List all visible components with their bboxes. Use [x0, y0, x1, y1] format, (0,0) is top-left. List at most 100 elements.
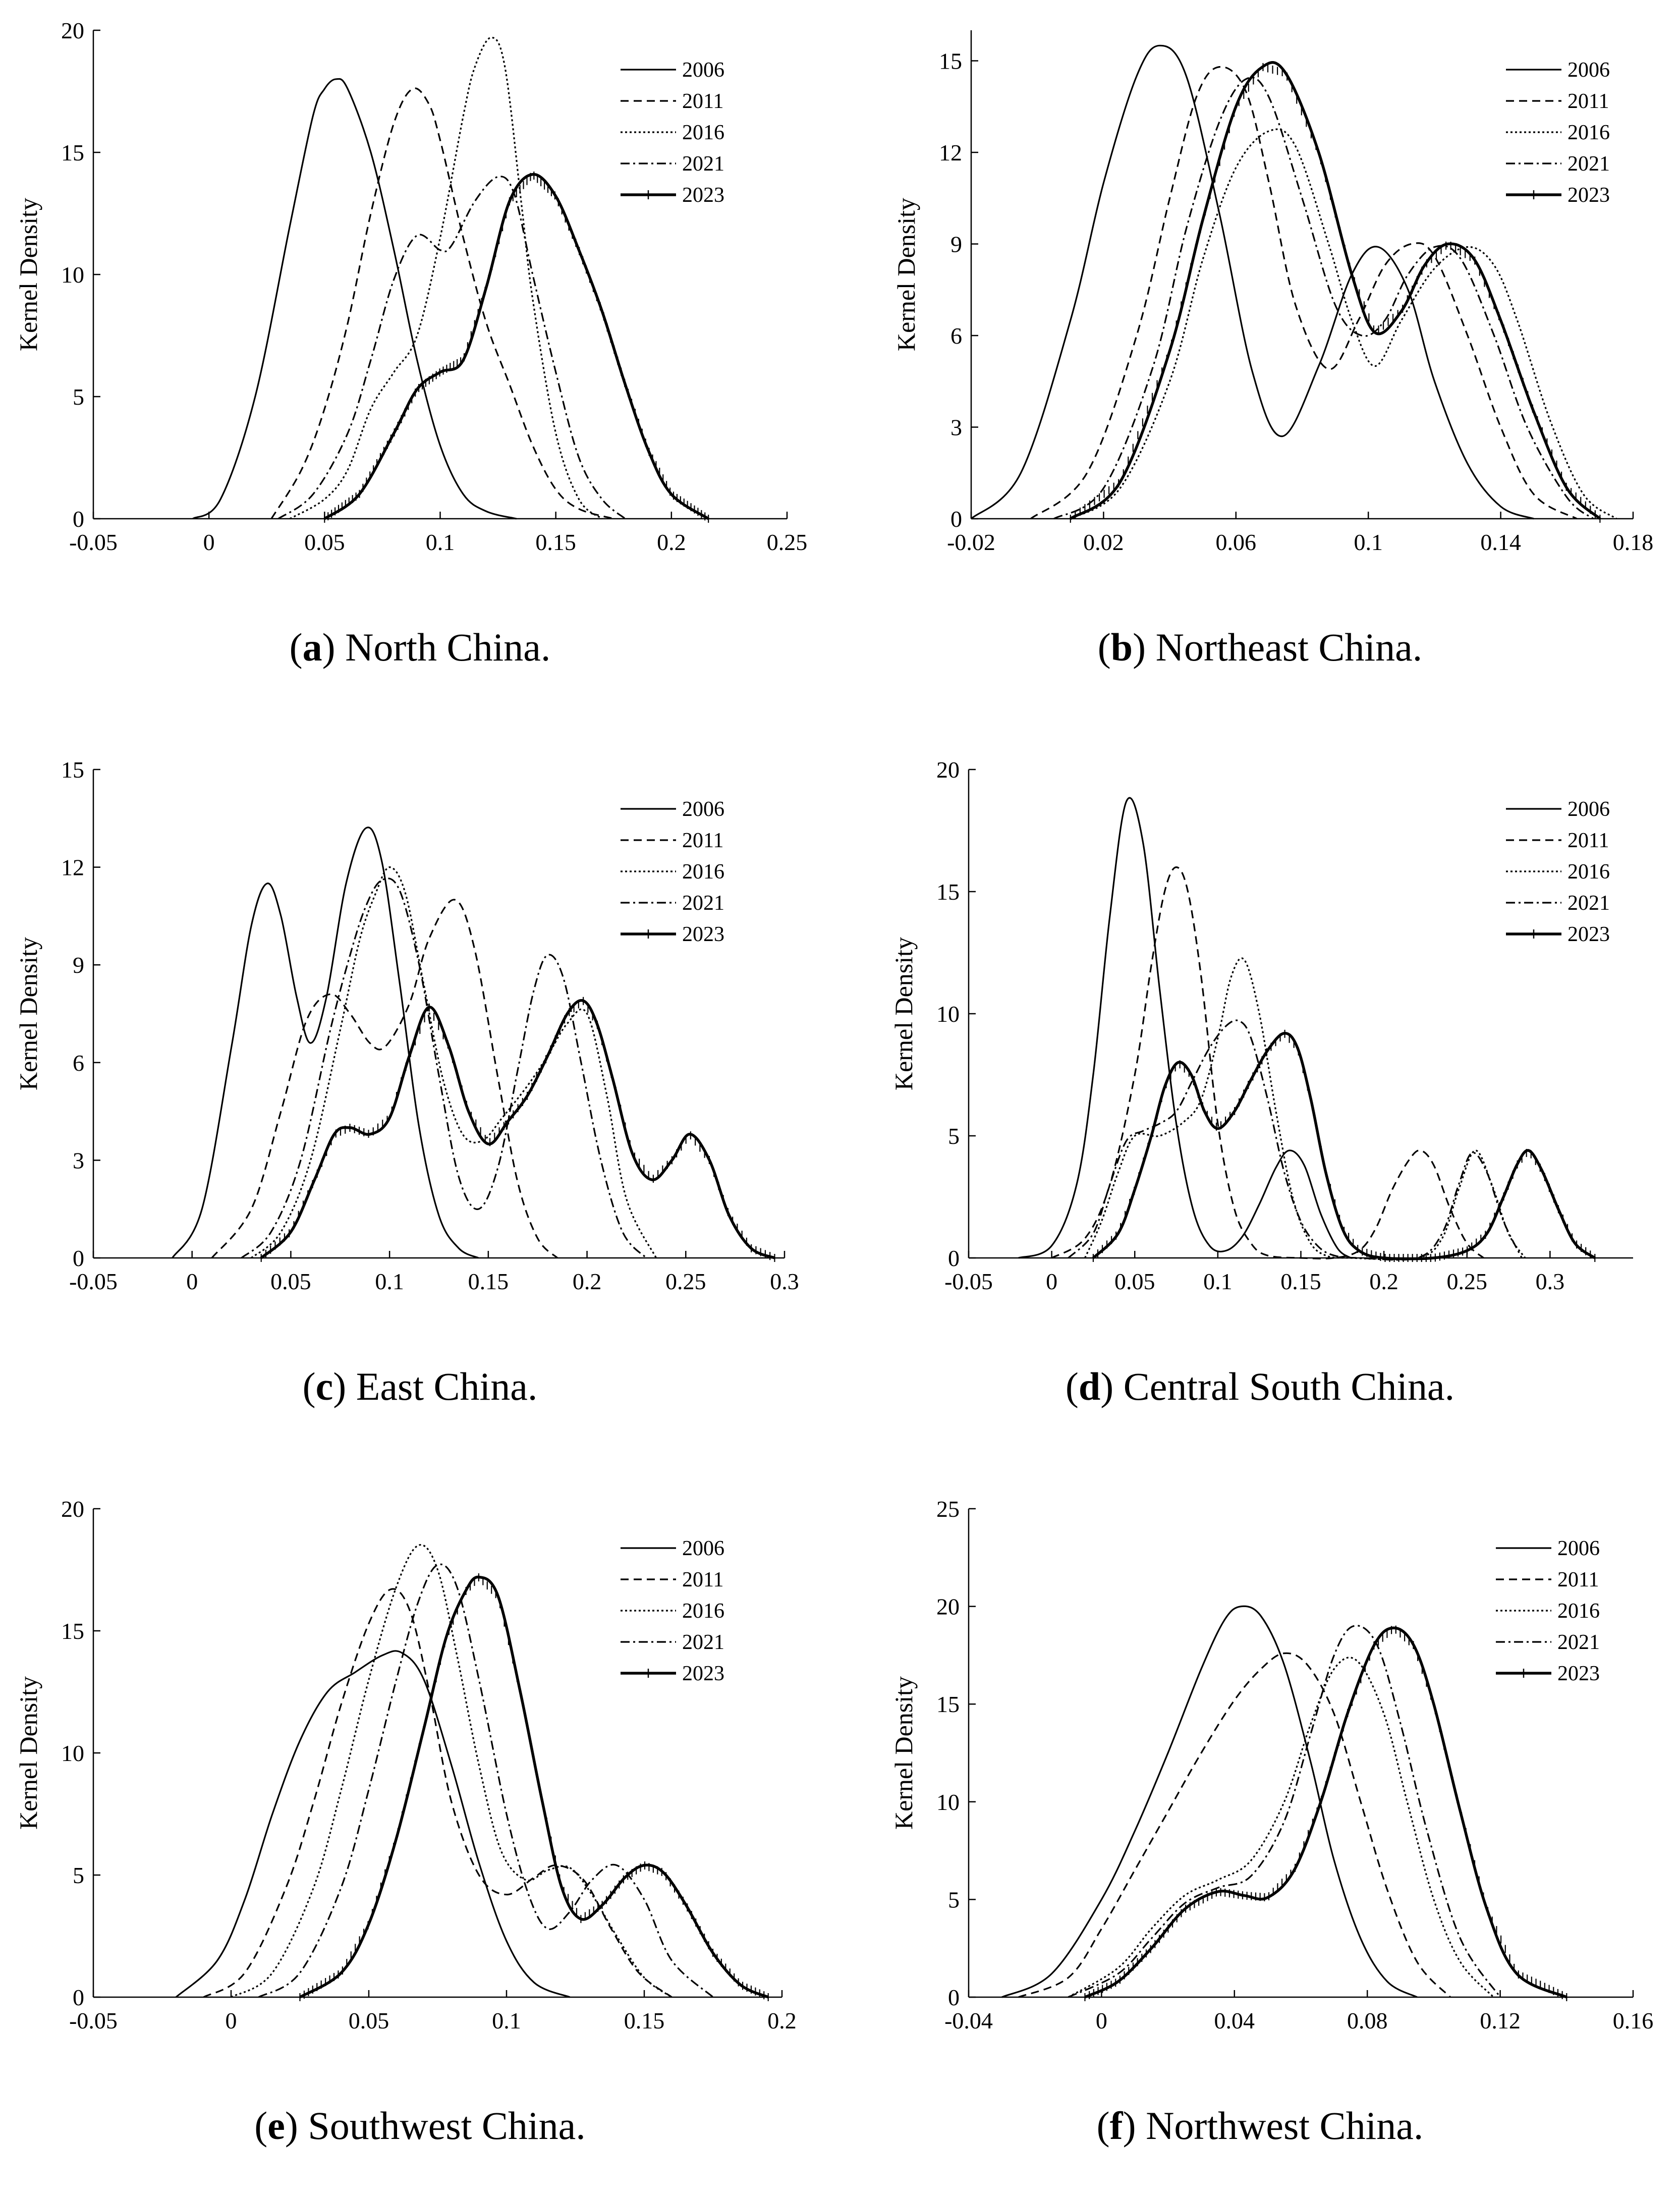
x-tick-label: -0.05: [69, 2008, 118, 2033]
x-tick-label: 0: [186, 1269, 198, 1294]
series-line-2011: [1051, 866, 1484, 1259]
x-tick-label: 0: [1096, 2008, 1107, 2033]
y-tick-label: 25: [936, 1496, 960, 1522]
x-tick-label: 0.15: [624, 2008, 665, 2033]
legend-label-2011: 2011: [682, 1568, 723, 1591]
x-tick-label: 0: [1046, 1269, 1057, 1294]
y-tick-label: 9: [950, 232, 962, 257]
series-line-2016: [289, 36, 603, 520]
y-tick-label: 0: [950, 506, 962, 532]
legend-label-2021: 2021: [682, 1631, 724, 1654]
x-tick-label: 0.18: [1613, 529, 1654, 555]
y-tick-label: 0: [73, 1985, 84, 2010]
legend-label-2023: 2023: [1557, 1662, 1600, 1685]
caption-b: (b) Northeast China.: [1097, 625, 1423, 669]
x-tick-label: -0.05: [69, 529, 118, 555]
x-tick-label: 0.3: [770, 1269, 799, 1294]
legend-label-2023: 2023: [682, 923, 724, 946]
x-tick-label: 0.15: [468, 1269, 509, 1294]
caption-c: (c) East China.: [302, 1364, 538, 1408]
y-tick-label: 15: [939, 48, 962, 74]
legend-label-2016: 2016: [682, 1600, 724, 1623]
x-tick-label: 0.08: [1347, 2008, 1388, 2033]
legend-label-2021: 2021: [682, 152, 724, 176]
kernel-density-chart-d: -0.05 0 0.05 0.1 0.15 0.2 0.25 0.305101520Kerne…: [889, 757, 1633, 1294]
x-tick-label: 0.12: [1480, 2008, 1521, 2033]
x-tick-label: 0.2: [657, 529, 686, 555]
x-tick-label: 0.06: [1216, 529, 1257, 555]
x-tick-label: 0.3: [1536, 1269, 1565, 1294]
x-tick-label: -0.05: [944, 1269, 993, 1294]
x-tick-label: 0.1: [492, 2008, 521, 2033]
legend-label-2016: 2016: [1567, 121, 1610, 144]
legend-label-2006: 2006: [682, 798, 724, 821]
series-line-2016: [251, 866, 657, 1259]
y-tick-label: 5: [948, 1887, 960, 1912]
y-tick-label: 12: [939, 140, 962, 166]
y-tick-label: 20: [936, 757, 960, 783]
x-tick-label: 0.2: [767, 2008, 797, 2033]
caption-e: (e) Southwest China.: [254, 2104, 586, 2148]
x-tick-label: 0.25: [1447, 1269, 1488, 1294]
y-tick-label: 15: [61, 757, 84, 783]
kernel-density-chart-b: -0.02 0.02 0.06 0.1 0.14 0.18 0 3 6 9 12 15 Kernel D…: [892, 30, 1654, 555]
y-tick-label: 15: [61, 140, 84, 166]
series-line-2021: [258, 1563, 714, 1998]
y-tick-label: 6: [950, 323, 962, 349]
series-line-2021: [1068, 1019, 1523, 1261]
series-line-2021: [277, 176, 626, 520]
series-line-2023: [1084, 1626, 1567, 1999]
y-axis-label: Kernel Density: [892, 198, 920, 351]
y-tick-label: 10: [61, 1740, 84, 1766]
y-axis-label: Kernel Density: [14, 1676, 42, 1830]
y-tick-label: 12: [61, 855, 84, 881]
y-tick-label: 20: [61, 18, 84, 43]
y-tick-label: 5: [948, 1123, 960, 1149]
y-tick-label: 10: [936, 1789, 960, 1815]
series-line-2011: [270, 87, 614, 520]
series-line-2021: [1068, 1625, 1501, 1998]
x-tick-label: -0.02: [947, 529, 995, 555]
y-tick-label: 15: [61, 1618, 84, 1644]
y-tick-label: 5: [73, 384, 84, 410]
x-tick-label: 0.05: [349, 2008, 389, 2033]
legend-label-2006: 2006: [1557, 1537, 1600, 1560]
y-tick-label: 15: [936, 1691, 960, 1717]
y-axis-label: Kernel Density: [889, 1676, 918, 1830]
legend-label-2021: 2021: [1557, 1631, 1600, 1654]
y-tick-label: 0: [948, 1985, 960, 2010]
legend-label-2006: 2006: [1567, 59, 1610, 82]
panel-b: -0.02 0.02 0.06 0.1 0.14 0.18 0 3 6 9 12 15 Kernel D…: [840, 0, 1680, 722]
legend-label-2023: 2023: [1567, 923, 1610, 946]
legend-label-2021: 2021: [1567, 152, 1610, 176]
legend-label-2016: 2016: [1567, 860, 1610, 884]
y-tick-label: 0: [73, 506, 84, 532]
series-line-2006: [1018, 797, 1352, 1259]
y-tick-label: 3: [950, 415, 962, 441]
panel-e: -0.05 0 0.05 0.1 0.15 0.2 0 5 10 15 20 Kernel Densi…: [0, 1478, 840, 2200]
legend-label-2011: 2011: [1557, 1568, 1599, 1591]
x-tick-label: 0.15: [535, 529, 576, 555]
panel-c: -0.05 0 0.05 0.1 0.15 0.2 0.25 0.3 0 3 6 9 12 15 Kerne…: [0, 739, 840, 1461]
legend-label-2023: 2023: [682, 1662, 724, 1685]
x-tick-label: 0.1: [375, 1269, 404, 1294]
y-axis-label: Kernel Density: [14, 937, 42, 1090]
series-line-2006: [175, 1650, 571, 1998]
legend-label-2011: 2011: [1567, 829, 1609, 852]
y-tick-label: 10: [936, 1001, 960, 1027]
x-tick-label: 0: [203, 529, 215, 555]
y-tick-label: 3: [73, 1147, 84, 1173]
legend-label-2021: 2021: [1567, 892, 1610, 915]
x-tick-label: 0.2: [1369, 1269, 1398, 1294]
y-axis-label: Kernel Density: [14, 198, 42, 351]
x-tick-label: 0.04: [1214, 2008, 1255, 2033]
legend-label-2011: 2011: [1567, 90, 1609, 113]
x-tick-label: 0.2: [573, 1269, 602, 1294]
y-tick-label: 0: [948, 1245, 960, 1271]
x-tick-label: 0.02: [1083, 529, 1124, 555]
y-tick-label: 5: [73, 1862, 84, 1888]
y-tick-label: 20: [936, 1594, 960, 1620]
series-line-2023: [1070, 61, 1601, 520]
